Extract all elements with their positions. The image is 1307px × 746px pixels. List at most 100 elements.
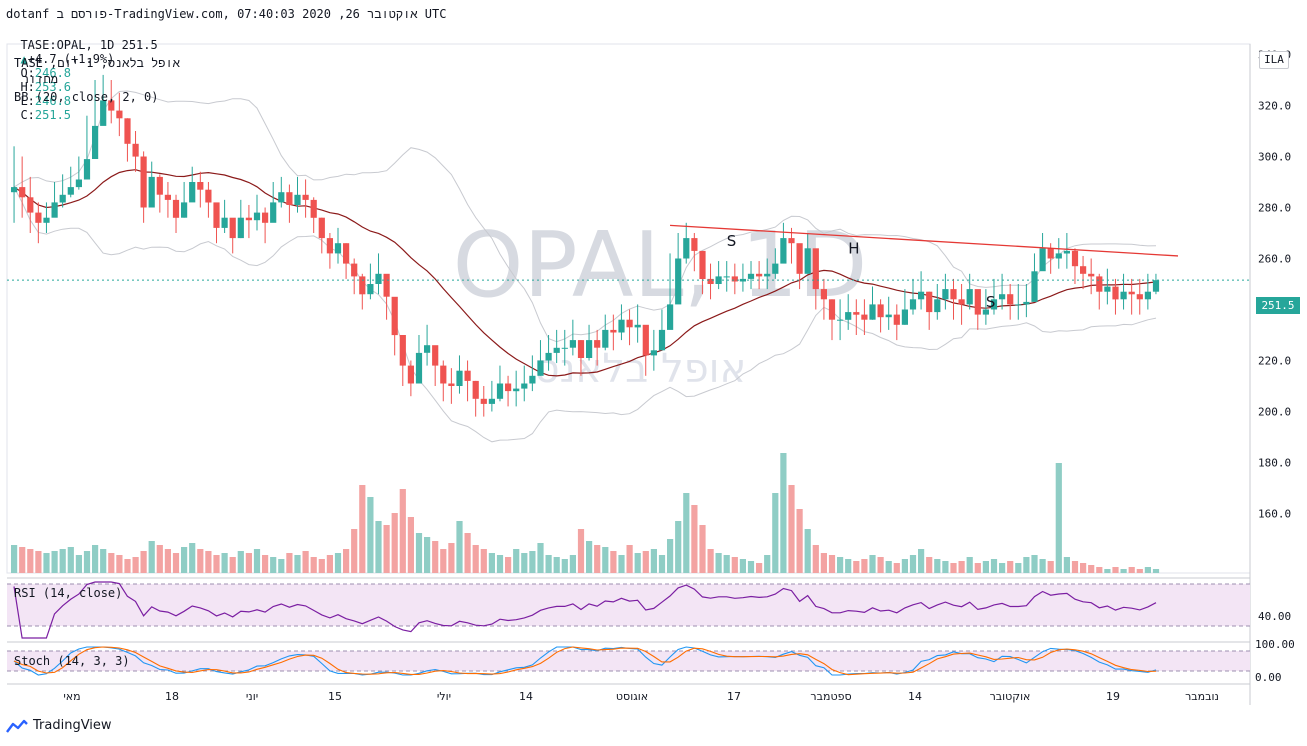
volume-bar [909,555,917,573]
volume-bar [837,557,844,573]
candle-body [197,182,204,190]
volume-bar [1144,567,1151,573]
candle-body [140,156,147,208]
low-label: L: [20,94,35,108]
x-tick-label: אוקטובר [990,690,1031,703]
candle-body [812,248,819,290]
candle-body [278,192,285,203]
volume-bar [448,543,455,573]
volume-bar [1112,567,1119,573]
volume-bar [853,561,860,573]
y-tick-label: 320.0 [1258,100,1291,113]
volume-bar [893,563,900,573]
candle-body [926,291,933,313]
volume-bar [51,551,58,573]
candle-body [253,212,261,221]
candle-body [11,187,18,193]
legend-volume[interactable]: מחזור [22,72,59,86]
volume-bar [75,555,82,573]
stoch-tick-label: 0.00 [1255,671,1282,684]
volume-bar [715,553,722,573]
volume-bar [116,555,123,573]
candle-body [885,314,892,318]
rsi-line [13,581,1157,639]
volume-bar [561,559,568,573]
x-tick-label: 14 [519,690,533,703]
candle-body [83,159,91,180]
bb-lower-band [13,186,1157,443]
candle-body [43,217,50,223]
candle-body [699,250,706,279]
volume-bar [189,543,196,573]
tradingview-logo[interactable]: TradingView [6,718,112,733]
volume-bar [626,545,633,573]
volume-bar [505,557,512,573]
volume-bar [237,551,244,573]
volume-bar [610,551,617,573]
volume-bar [796,509,803,573]
currency-badge[interactable]: ILA [1259,51,1289,69]
high-label: H: [20,80,35,94]
volume-bar [1007,561,1014,573]
volume-bar [1104,569,1111,573]
volume-bar [658,555,666,573]
volume-bar [999,563,1006,573]
candle-body [650,350,657,356]
volume-bar [100,549,107,573]
volume-bar [472,545,479,573]
candle-body [432,345,439,366]
legend-stoch[interactable]: Stoch (14, 3, 3) [14,654,130,668]
candle-body [424,345,431,353]
volume-bar [67,547,74,573]
pattern-label: S [727,232,737,250]
stoch-d-line [13,646,1157,676]
candle-body [691,238,698,251]
volume-bar [480,549,487,573]
candle-body [67,187,74,195]
pattern-label: S [986,293,996,311]
candle-body [658,329,666,351]
volume-bar [586,541,593,573]
candle-body [942,289,949,300]
open-value: 246.8 [34,66,72,80]
candle-body [237,217,244,239]
legend-rsi[interactable]: RSI (14, close) [14,586,123,600]
volume-bar [310,557,317,573]
y-tick-label: 300.0 [1258,151,1291,164]
volume-bar [11,545,18,573]
volume-bar [553,557,560,573]
volume-bar [602,547,609,573]
volume-bar [383,525,390,573]
volume-bar [1071,561,1079,573]
candle-body [1015,304,1022,306]
candle-body [359,276,366,295]
open-label: O: [20,66,35,80]
candle-body [747,273,755,279]
x-tick-label: 17 [727,690,741,703]
candle-body [294,194,301,205]
candle-body [1152,280,1160,292]
legend-instrument[interactable]: TASE ,אופל בלאנס, 1 יום [14,56,180,70]
candle-body [351,263,358,277]
y-tick-label: 180.0 [1258,457,1291,470]
candle-body [1096,276,1103,292]
volume-bar [1015,563,1022,573]
candle-body [221,217,228,228]
candle-body [310,199,317,218]
candle-body [958,299,965,305]
volume-bar [537,543,544,573]
candle-body [407,365,414,384]
y-tick-label: 280.0 [1258,202,1291,215]
candle-body [399,335,406,366]
x-tick-label: אוגוסט [616,690,648,703]
candle-body [918,291,925,300]
volume-bar [828,555,836,573]
volume-bar [456,521,463,573]
volume-bar [1063,557,1070,573]
volume-bar [529,551,536,573]
candle-body [569,340,576,348]
volume-bar [464,533,471,573]
volume-bar [221,553,228,573]
legend-bb[interactable]: BB (20, close, 2, 0) [14,90,159,104]
